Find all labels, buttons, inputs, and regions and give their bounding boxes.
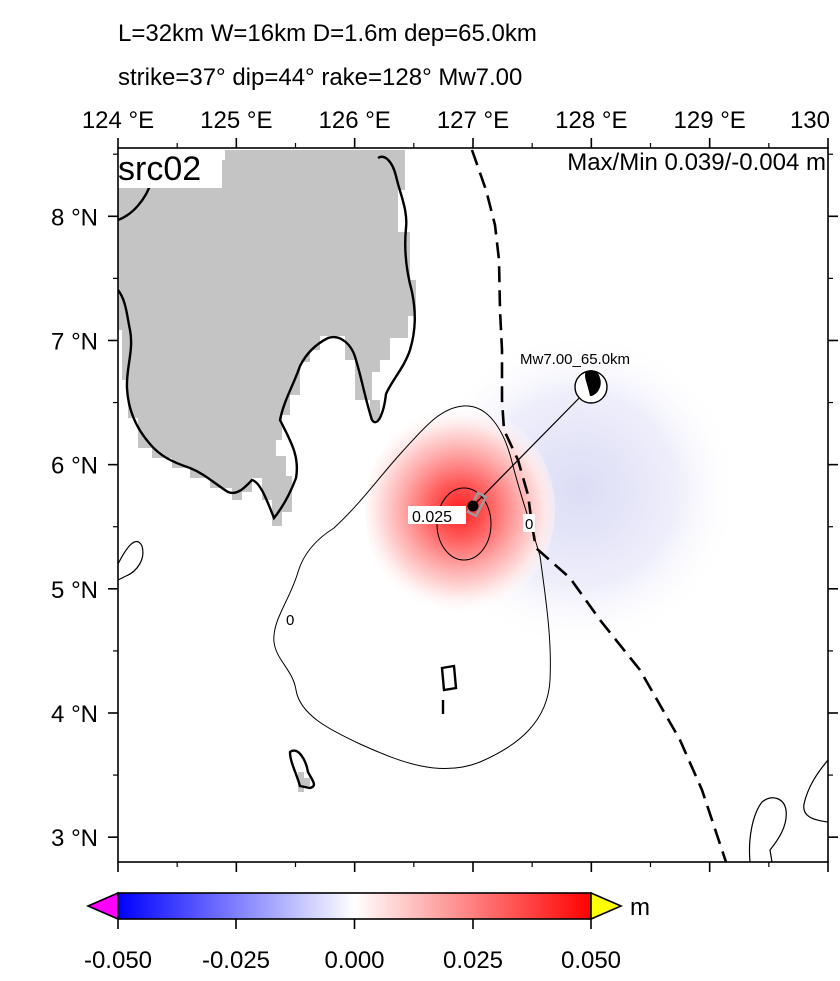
lon-tick-label: 124 °E (82, 107, 154, 134)
panel-label-bg (118, 148, 222, 188)
coastline-west-minor (118, 540, 144, 581)
colorbar-tick-label: 0.025 (443, 947, 503, 974)
contour-label-zero-west: 0 (286, 612, 294, 629)
lon-tick-label: 127 °E (437, 107, 509, 134)
coastline-east-minor (748, 797, 787, 862)
focal-mechanism-beachball (574, 370, 608, 404)
lat-tick-label: 6 °N (51, 453, 98, 480)
colorbar-over-triangle (590, 891, 624, 921)
islet-rectangle (440, 664, 458, 692)
maxmin-label-bg (490, 148, 828, 178)
maxmin-label: Max/Min 0.039/-0.004 m (567, 149, 826, 176)
colorbar-tick-label: 0.000 (324, 947, 384, 974)
contour-label-bg (523, 514, 535, 532)
colorbar-tick-label: 0.050 (561, 947, 621, 974)
mechanism-connector-line (472, 386, 591, 507)
fault-plane-outline (466, 491, 488, 518)
lon-tick-label: 126 °E (319, 107, 391, 134)
lat-tick-label: 4 °N (51, 701, 98, 728)
lat-tick-label: 8 °N (51, 204, 98, 231)
colorbar-under-triangle (85, 891, 119, 921)
lat-tick-label: 5 °N (51, 577, 98, 604)
land-mindanao (118, 150, 416, 526)
title-parameters-line-1: L=32km W=16km D=1.6m dep=65.0km (118, 20, 537, 47)
contour-label-bg (408, 506, 466, 524)
mechanism-label: Mw7.00_65.0km (520, 351, 630, 368)
axis-ticks: 124 °E 125 °E 126 °E 127 °E 128 °E 129 °E 130 8… (51, 107, 838, 872)
coastline-small-island (288, 749, 316, 790)
epicenter-marker (467, 500, 479, 512)
contour-label-zero-east: 0 (525, 516, 533, 533)
map-area: 0.025 0 0 Mw7.00_65.0km src02 Max/Min 0.… (118, 148, 828, 862)
colorbar-tick-label: -0.025 (202, 947, 270, 974)
contour-label-0025: 0.025 (412, 509, 452, 526)
lat-tick-label: 7 °N (51, 328, 98, 355)
lat-tick-label: 3 °N (51, 825, 98, 852)
lon-tick-label: 130 (790, 107, 830, 134)
trench-line (470, 149, 728, 862)
title-parameters-line-2: strike=37° dip=44° rake=128° Mw7.00 (118, 64, 523, 91)
colorbar: -0.050 -0.025 0.000 0.025 0.050 m (84, 891, 650, 974)
panel-label: src02 (118, 150, 201, 188)
colorbar-tick-label: -0.050 (84, 947, 152, 974)
colorbar-unit: m (630, 894, 650, 921)
lon-tick-label: 128 °E (555, 107, 627, 134)
colorbar-gradient (117, 892, 592, 920)
coastline-east-edge (803, 759, 828, 823)
contour-label-bg (284, 610, 296, 628)
lon-tick-label: 129 °E (674, 107, 746, 134)
lon-tick-label: 125 °E (200, 107, 272, 134)
